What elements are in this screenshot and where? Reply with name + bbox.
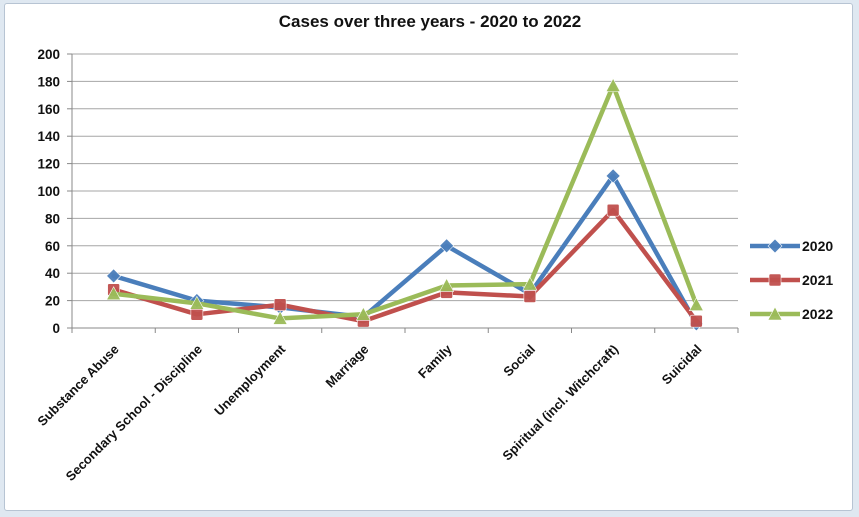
x-category-label: Social xyxy=(500,342,538,380)
data-point-marker xyxy=(190,307,204,321)
legend-label: 2022 xyxy=(802,306,833,322)
data-point-marker xyxy=(605,168,621,184)
y-tick-label: 120 xyxy=(37,157,60,172)
data-point-marker xyxy=(106,286,122,301)
data-point-marker xyxy=(273,298,287,312)
legend-label: 2020 xyxy=(802,238,833,254)
data-point-marker xyxy=(606,203,620,217)
y-tick-label: 20 xyxy=(45,294,60,309)
series-line xyxy=(111,207,699,324)
axes xyxy=(71,54,739,333)
x-category-label: Family xyxy=(415,341,455,381)
y-tick-label: 100 xyxy=(37,184,60,199)
data-point-marker xyxy=(688,297,704,312)
x-category-label: Substance Abuse xyxy=(34,342,121,429)
data-point-marker xyxy=(605,77,621,92)
legend: 2020 2021 2022 xyxy=(750,238,833,322)
data-point-marker xyxy=(439,238,455,254)
legend-marker xyxy=(767,306,783,321)
legend-item: 2021 xyxy=(750,272,833,288)
legend-marker xyxy=(768,273,782,287)
y-tick-label: 60 xyxy=(45,239,60,254)
series-group xyxy=(106,77,704,332)
legend-label: 2021 xyxy=(802,272,833,288)
data-point-marker xyxy=(189,295,205,310)
data-point-marker xyxy=(522,276,538,291)
data-point-marker xyxy=(439,277,455,292)
x-category-label: Secondary School - Discipline xyxy=(63,342,205,484)
x-category-label: Suicidal xyxy=(659,342,705,388)
y-tick-label: 80 xyxy=(45,211,60,226)
series-line xyxy=(111,173,699,327)
y-tick-label: 180 xyxy=(37,74,60,89)
y-tick-label: 40 xyxy=(45,266,60,281)
data-point-marker xyxy=(272,310,288,325)
series-line xyxy=(111,83,699,321)
legend-item: 2020 xyxy=(750,238,833,254)
legend-marker xyxy=(767,238,783,254)
gridlines xyxy=(72,53,738,329)
legend-item: 2022 xyxy=(750,306,833,322)
data-point-marker xyxy=(355,306,371,321)
series-2022 xyxy=(106,77,704,325)
data-point-marker xyxy=(523,290,537,303)
y-tick-label: 160 xyxy=(37,102,60,117)
y-tick-label: 200 xyxy=(37,47,60,62)
data-point-marker xyxy=(106,268,122,284)
x-category-label: Marriage xyxy=(323,342,372,391)
y-tick-label: 140 xyxy=(37,129,60,144)
x-category-label: Unemployment xyxy=(211,341,288,418)
chart-frame xyxy=(4,3,853,511)
y-axis-ticks: 0 20 40 60 80 100 120 140 160 180 200 xyxy=(37,47,72,336)
data-point-marker xyxy=(690,314,703,328)
y-tick-label: 0 xyxy=(52,321,60,336)
series-2021 xyxy=(107,203,703,328)
chart-title: Cases over three years - 2020 to 2022 xyxy=(279,12,581,31)
